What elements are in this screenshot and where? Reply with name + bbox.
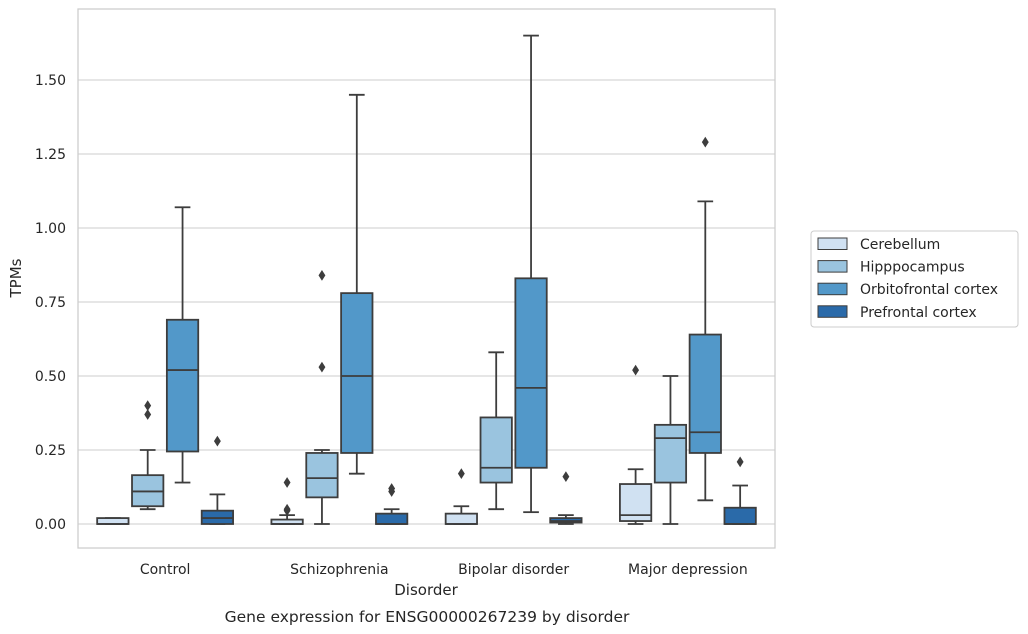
box-cerebellum <box>270 477 304 525</box>
y-axis-title: TPMs <box>7 258 25 298</box>
box-iqr <box>305 452 339 499</box>
legend-swatch <box>817 260 848 273</box>
box-orbitofrontal-cortex <box>514 34 548 514</box>
legend-label: Hipppocampus <box>860 260 965 276</box>
outlier-point <box>144 409 152 420</box>
legend-swatch <box>817 237 848 250</box>
box-iqr <box>688 333 722 454</box>
box-iqr <box>653 423 688 484</box>
outlier-point <box>388 483 396 494</box>
box-iqr <box>479 416 513 484</box>
legend-label: Prefrontal cortex <box>860 305 977 321</box>
box-cerebellum <box>619 364 653 525</box>
y-axis-ticks: 0.00 0.25 0.50 0.75 1.00 1.25 1.50 <box>35 73 66 533</box>
box-prefrontal-cortex <box>549 471 583 525</box>
box-orbitofrontal-cortex <box>165 206 200 484</box>
y-tick-label: 0.25 <box>35 443 66 459</box>
box-prefrontal-cortex <box>375 483 409 525</box>
y-tick-label: 1.50 <box>35 73 66 89</box>
outlier-point <box>736 456 744 468</box>
x-tick-label: Major depression <box>628 562 748 578</box>
box-iqr <box>375 512 409 525</box>
y-tick-label: 0.50 <box>35 369 66 385</box>
box-hipppocampus <box>479 351 513 511</box>
box-hipppocampus <box>305 269 339 525</box>
box-iqr <box>444 512 478 525</box>
box-cerebellum <box>444 468 478 525</box>
outlier-point <box>144 400 152 411</box>
box-cerebellum <box>96 517 130 525</box>
outlier-point <box>283 505 291 517</box>
x-tick-label: Schizophrenia <box>290 562 388 578</box>
x-axis-ticks: Control Schizophrenia Bipolar disorder Majo… <box>140 562 748 578</box>
box-iqr <box>165 318 200 453</box>
outlier-point <box>562 471 570 483</box>
x-tick-label: Bipolar disorder <box>458 562 569 578</box>
outlier-point <box>283 477 291 488</box>
box-hipppocampus <box>131 400 165 511</box>
box-iqr <box>340 292 374 454</box>
legend: Cerebellum Hipppocampus Orbitofrontal cort… <box>810 230 1019 328</box>
outlier-point <box>457 468 465 480</box>
x-tick-label: Control <box>140 562 191 578</box>
y-tick-label: 1.25 <box>35 147 66 163</box>
box-hipppocampus <box>653 375 688 525</box>
y-tick-label: 0.75 <box>35 295 66 311</box>
legend-swatch <box>817 282 848 296</box>
legend-swatch <box>817 305 848 318</box>
outlier-point <box>632 364 640 376</box>
box-orbitofrontal-cortex <box>688 136 722 502</box>
outlier-point <box>213 435 221 447</box>
y-tick-label: 1.00 <box>35 221 66 237</box>
y-tick-label: 0.00 <box>35 517 66 533</box>
plot-area <box>96 34 757 525</box>
box-iqr <box>514 277 548 469</box>
outlier-point <box>701 136 709 148</box>
legend-label: Cerebellum <box>860 237 940 253</box>
outlier-point <box>318 269 326 281</box>
box-prefrontal-cortex <box>723 456 757 525</box>
plot-frame <box>77 8 776 549</box>
legend-frame <box>810 230 1019 328</box>
legend-label: Orbitofrontal cortex <box>860 282 998 298</box>
box-orbitofrontal-cortex <box>340 93 374 475</box>
figure-caption: Gene expression for ENSG00000267239 by d… <box>225 608 630 626</box>
x-axis-title: Disorder <box>394 581 458 599</box>
outlier-point <box>318 361 326 373</box>
box-iqr <box>723 506 757 525</box>
box-prefrontal-cortex <box>200 435 234 525</box>
